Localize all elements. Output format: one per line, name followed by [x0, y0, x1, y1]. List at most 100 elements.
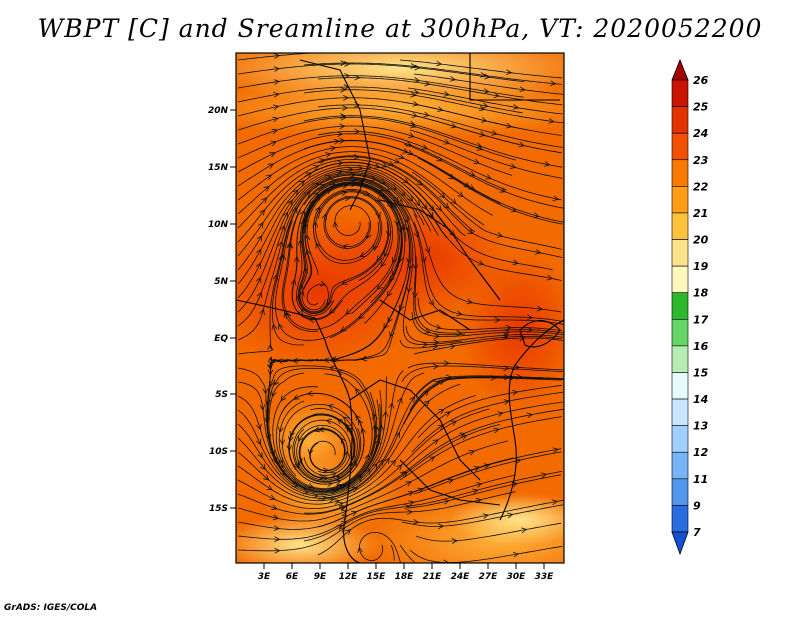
- streamline-arrow: [333, 138, 341, 145]
- streamline: [301, 182, 406, 324]
- streamline-arrow: [551, 499, 558, 506]
- streamline-arrow: [357, 546, 363, 554]
- streamline-arrow: [346, 426, 353, 433]
- streamline-arrow: [428, 299, 434, 307]
- streamline-arrow: [266, 484, 273, 491]
- streamline-arrow: [450, 420, 458, 426]
- streamline: [237, 474, 516, 540]
- streamline-arrow: [336, 484, 343, 490]
- streamline-arrow: [403, 503, 411, 510]
- streamline-arrow: [383, 322, 389, 330]
- streamline-arrow: [507, 512, 514, 519]
- streamline: [403, 377, 564, 425]
- streamline: [237, 125, 513, 176]
- colorbar-bin: [671, 425, 689, 453]
- streamline: [237, 116, 517, 161]
- streamline-arrow: [351, 461, 357, 468]
- streamline-arrow: [293, 394, 300, 400]
- streamline-arrow: [272, 514, 280, 521]
- streamline-arrow: [428, 456, 436, 462]
- streamline-arrow: [342, 416, 349, 423]
- streamline-arrow: [408, 500, 415, 507]
- lon-label: 30E: [507, 572, 527, 582]
- streamline-arrow: [298, 290, 305, 297]
- streamline-arrow: [307, 448, 314, 456]
- streamline-arrow: [271, 128, 279, 135]
- streamline-arrow: [377, 185, 385, 192]
- streamline-arrow: [534, 249, 542, 255]
- streamline-arrow: [515, 458, 522, 464]
- streamline: [390, 544, 395, 561]
- streamline-arrow: [270, 140, 278, 146]
- streamline-arrow: [552, 447, 559, 453]
- streamline-arrow: [444, 411, 451, 417]
- streamline-arrow: [289, 430, 295, 438]
- streamline-arrow: [428, 205, 435, 212]
- streamline-arrow: [378, 424, 384, 431]
- streamline-arrow: [273, 53, 281, 59]
- longitude-axis: 3E 6E 9E 12E 15E 18E 21E 24E 27E 30E 33E: [258, 563, 554, 582]
- streamline-arrow: [417, 487, 424, 494]
- streamline-arrow: [340, 437, 347, 444]
- streamline: [237, 162, 457, 257]
- streamline-arrow: [305, 249, 311, 256]
- streamline: [301, 183, 402, 311]
- streamline-arrow: [405, 481, 412, 487]
- streamline-arrow: [273, 92, 280, 98]
- streamline-arrow: [286, 242, 293, 249]
- streamline-arrow: [482, 102, 489, 109]
- streamline-arrow: [526, 412, 534, 419]
- colorbar-label: 16: [693, 340, 709, 353]
- streamline-arrow: [493, 92, 500, 99]
- streamline: [399, 416, 562, 481]
- streamline-arrow: [432, 343, 439, 350]
- colorbar-bin: [671, 239, 689, 267]
- streamline-arrow: [292, 189, 299, 196]
- streamline-arrow: [479, 131, 486, 137]
- streamline-arrow: [298, 284, 304, 291]
- streamline-arrow: [340, 114, 348, 121]
- streamline-arrow: [476, 142, 483, 148]
- colorbar-label: 13: [693, 420, 709, 433]
- streamline: [303, 177, 466, 336]
- streamline-arrow: [505, 324, 512, 331]
- streamline-arrow: [272, 273, 279, 281]
- streamline: [282, 403, 360, 482]
- streamline: [409, 129, 563, 179]
- streamline-arrow: [312, 165, 320, 171]
- colorbar-bin: [671, 398, 689, 426]
- streamline-arrow: [325, 418, 332, 425]
- streamline-arrow: [394, 431, 400, 438]
- streamline-arrow: [477, 260, 485, 266]
- streamline-arrow: [344, 423, 351, 430]
- streamline-arrow: [449, 76, 457, 82]
- streamline: [237, 97, 522, 129]
- streamline: [409, 376, 564, 411]
- streamline-arrow: [363, 190, 371, 196]
- streamline: [237, 381, 383, 493]
- streamline: [268, 372, 380, 492]
- streamline: [417, 297, 563, 332]
- streamline-arrow: [410, 122, 417, 129]
- streamline-arrow: [271, 323, 278, 331]
- streamline-arrow: [432, 439, 439, 445]
- streamline-arrow: [451, 538, 458, 544]
- streamline: [317, 499, 564, 556]
- streamline-arrow: [422, 341, 429, 348]
- streamline: [358, 532, 401, 563]
- streamline-arrow: [456, 310, 463, 317]
- streamline-arrow: [406, 509, 413, 515]
- streamline: [399, 59, 563, 79]
- streamline-arrow: [257, 451, 263, 459]
- streamline: [237, 164, 448, 271]
- streamline-arrow: [259, 308, 265, 316]
- streamline-arrow: [287, 242, 294, 249]
- streamline-arrow: [435, 324, 442, 330]
- streamline-arrow: [359, 251, 366, 258]
- streamline-arrow: [490, 375, 497, 381]
- streamline-arrow: [257, 222, 264, 229]
- streamline-arrow: [273, 66, 281, 72]
- coastlines: [236, 53, 564, 563]
- streamline-arrow: [388, 402, 395, 409]
